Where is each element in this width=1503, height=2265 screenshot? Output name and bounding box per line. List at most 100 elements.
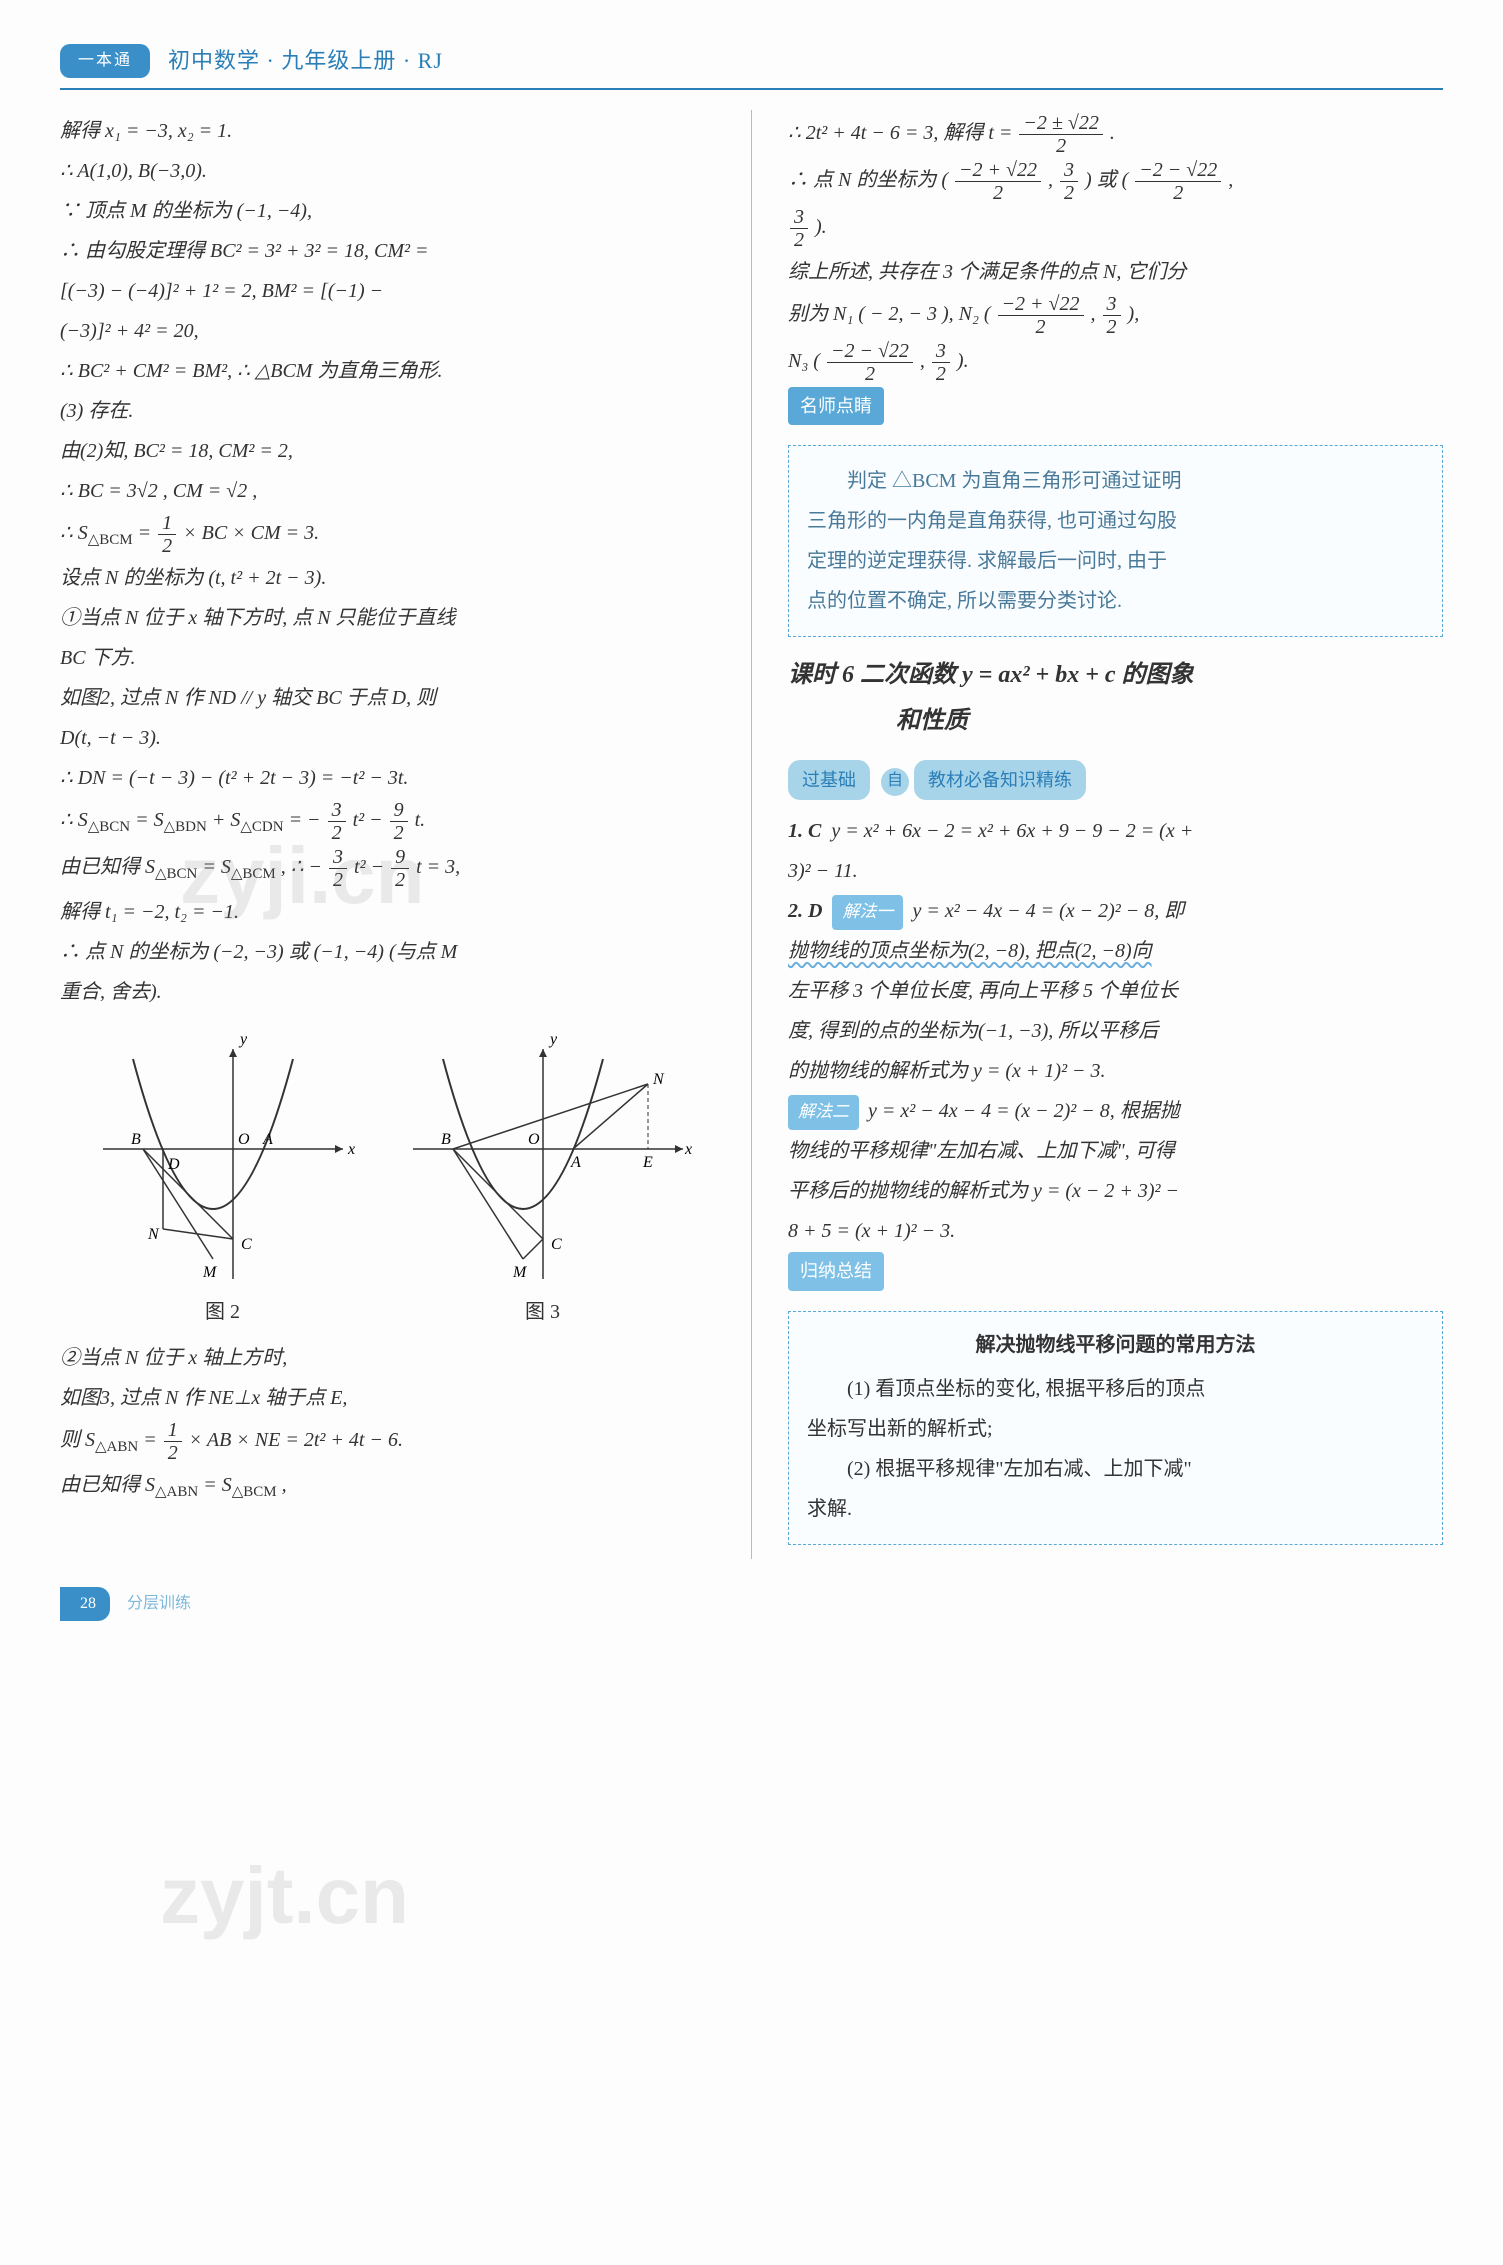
text-line: (3) 存在. xyxy=(60,392,715,430)
tip-title: 名师点睛 xyxy=(788,387,884,425)
lesson-title: 课时 6 二次函数 y = ax² + bx + c 的图象 和性质 xyxy=(788,653,1443,744)
text-line: [(−3) − (−4)]² + 1² = 2, BM² = [(−1) − xyxy=(60,272,715,310)
text-line: ∵ 顶点 M 的坐标为 (−1, −4), xyxy=(60,192,715,230)
page-footer: 28 分层训练 xyxy=(60,1559,1443,1621)
text-line: 8 + 5 = (x + 1)² − 3. xyxy=(788,1212,1443,1250)
two-column-layout: 解得 x₁ = −3, x₂ = 1. ∴ A(1,0), B(−3,0). ∵… xyxy=(60,110,1443,1559)
section-pills: 过基础 自 教材必备知识精练 xyxy=(788,752,1443,810)
page: 一本通 初中数学 · 九年级上册 · RJ 解得 x₁ = −3, x₂ = 1… xyxy=(60,40,1443,1621)
text-line: 设点 N 的坐标为 (t, t² + 2t − 3). xyxy=(60,559,715,597)
text-line: BC 下方. xyxy=(60,639,715,677)
figure-caption: 图 2 xyxy=(83,1293,363,1331)
teacher-tip-box: 名师点睛 判定 △BCM 为直角三角形可通过证明 三角形的一内角是直角获得, 也… xyxy=(788,387,1443,637)
text-line: 的抛物线的解析式为 y = (x + 1)² − 3. xyxy=(788,1052,1443,1090)
text-line: (−3)]² + 4² = 20, xyxy=(60,312,715,350)
parabola-diagram-2: y x O A B D C N M xyxy=(83,1029,363,1289)
svg-text:A: A xyxy=(262,1131,273,1148)
figure-caption: 图 3 xyxy=(393,1293,693,1331)
text-line: 左平移 3 个单位长度, 再向上平移 5 个单位长 xyxy=(788,972,1443,1010)
summary-line: 求解. xyxy=(807,1490,1424,1528)
text-line: ∴ 点 N 的坐标为 (−2, −3) 或 (−1, −4) (与点 M xyxy=(60,933,715,971)
formula-line: ∴ 点 N 的坐标为 ( −2 + √222 , 32 ) 或 ( −2 − √… xyxy=(788,159,1443,204)
summary-line: (2) 根据平移规律"左加右减、上加下减" xyxy=(807,1450,1424,1488)
text-line: 重合, 舍去). xyxy=(60,973,715,1011)
svg-text:O: O xyxy=(528,1131,540,1148)
text-line: 如图2, 过点 N 作 ND // y 轴交 BC 于点 D, 则 xyxy=(60,679,715,717)
right-column: ∴ 2t² + 4t − 6 = 3, 解得 t = −2 ± √222 . ∴… xyxy=(751,110,1443,1559)
summary-line: (1) 看顶点坐标的变化, 根据平移后的顶点 xyxy=(807,1370,1424,1408)
svg-text:N: N xyxy=(147,1226,160,1243)
text-line: 解法二 y = x² − 4x − 4 = (x − 2)² − 8, 根据抛 xyxy=(788,1092,1443,1130)
text-line: ②当点 N 位于 x 轴上方时, xyxy=(60,1339,715,1377)
formula-line: ∴ S△BCM = 12 × BC × CM = 3. xyxy=(60,512,715,557)
method-tag: 解法一 xyxy=(832,895,903,929)
figure-3: y x O A B E C N M 图 3 xyxy=(393,1029,693,1331)
text-line: 解得 x₁ = −3, x₂ = 1. xyxy=(60,112,715,150)
formula-line: 32 ). xyxy=(788,206,1443,251)
text-line: ∴ 由勾股定理得 BC² = 3² + 3² = 18, CM² = xyxy=(60,232,715,270)
text-line: 抛物线的顶点坐标为(2, −8), 把点(2, −8)向 xyxy=(788,932,1443,970)
pill-practice: 教材必备知识精练 xyxy=(914,760,1086,800)
formula-line: ∴ 2t² + 4t − 6 = 3, 解得 t = −2 ± √222 . xyxy=(788,112,1443,157)
answer-line: 1. C y = x² + 6x − 2 = x² + 6x + 9 − 9 −… xyxy=(788,812,1443,850)
text-line: 度, 得到的点的坐标为(−1, −3), 所以平移后 xyxy=(788,1012,1443,1050)
tip-body: 判定 △BCM 为直角三角形可通过证明 三角形的一内角是直角获得, 也可通过勾股… xyxy=(788,445,1443,637)
footer-label: 分层训练 xyxy=(127,1595,191,1612)
formula-line: 则 S△ABN = 12 × AB × NE = 2t² + 4t − 6. xyxy=(60,1419,715,1464)
svg-text:x: x xyxy=(347,1141,355,1158)
tip-line: 点的位置不确定, 所以需要分类讨论. xyxy=(807,582,1424,620)
text-line: 3)² − 11. xyxy=(788,852,1443,890)
svg-text:C: C xyxy=(241,1236,252,1253)
svg-text:y: y xyxy=(548,1031,558,1048)
svg-text:C: C xyxy=(551,1236,562,1253)
svg-text:B: B xyxy=(441,1131,451,1148)
summary-line: 坐标写出新的解析式; xyxy=(807,1410,1424,1448)
method-tag: 解法二 xyxy=(788,1095,859,1129)
text-line: ∴ A(1,0), B(−3,0). xyxy=(60,152,715,190)
figure-2: y x O A B D C N M 图 2 xyxy=(83,1029,363,1331)
formula-line: 别为 N₁ ( − 2, − 3 ), N₂ ( −2 + √222 , 32 … xyxy=(788,293,1443,338)
watermark: zyjt.cn xyxy=(160,1820,409,1972)
header-badge: 一本通 xyxy=(60,44,150,78)
tip-line: 三角形的一内角是直角获得, 也可通过勾股 xyxy=(807,502,1424,540)
page-header: 一本通 初中数学 · 九年级上册 · RJ xyxy=(60,40,1443,90)
pill-basics: 过基础 xyxy=(788,760,870,800)
svg-text:y: y xyxy=(238,1031,248,1048)
tip-line: 判定 △BCM 为直角三角形可通过证明 xyxy=(807,462,1424,500)
svg-text:E: E xyxy=(642,1154,653,1171)
tip-line: 定理的逆定理获得. 求解最后一问时, 由于 xyxy=(807,542,1424,580)
svg-text:M: M xyxy=(202,1264,218,1281)
text-line: ∴ DN = (−t − 3) − (t² + 2t − 3) = −t² − … xyxy=(60,759,715,797)
summary-box: 归纳总结 解决抛物线平移问题的常用方法 (1) 看顶点坐标的变化, 根据平移后的… xyxy=(788,1252,1443,1544)
formula-line: 由已知得 S△BCN = S△BCM , ∴ − 32 t² − 92 t = … xyxy=(60,846,715,891)
svg-text:M: M xyxy=(512,1264,528,1281)
text-line: ∴ BC² + CM² = BM², ∴ △BCM 为直角三角形. xyxy=(60,352,715,390)
text-line: 由(2)知, BC² = 18, CM² = 2, xyxy=(60,432,715,470)
svg-text:A: A xyxy=(570,1154,581,1171)
header-title: 初中数学 · 九年级上册 · RJ xyxy=(168,40,443,82)
text-line: 如图3, 过点 N 作 NE⊥x 轴于点 E, xyxy=(60,1379,715,1417)
text-line: 综上所述, 共存在 3 个满足条件的点 N, 它们分 xyxy=(788,253,1443,291)
text-line: ∴ BC = 3√2 , CM = √2 , xyxy=(60,472,715,510)
text-line: 解得 t₁ = −2, t₂ = −1. xyxy=(60,893,715,931)
figures-row: y x O A B D C N M 图 2 xyxy=(60,1029,715,1331)
svg-text:O: O xyxy=(238,1131,250,1148)
summary-body: 解决抛物线平移问题的常用方法 (1) 看顶点坐标的变化, 根据平移后的顶点 坐标… xyxy=(788,1311,1443,1545)
page-number: 28 xyxy=(60,1587,110,1621)
text-line: 平移后的抛物线的解析式为 y = (x − 2 + 3)² − xyxy=(788,1172,1443,1210)
parabola-diagram-3: y x O A B E C N M xyxy=(393,1029,693,1289)
svg-text:N: N xyxy=(652,1071,665,1088)
formula-line: 由已知得 S△ABN = S△BCM , xyxy=(60,1466,715,1507)
summary-title: 归纳总结 xyxy=(788,1252,884,1290)
summary-heading: 解决抛物线平移问题的常用方法 xyxy=(807,1326,1424,1364)
svg-text:x: x xyxy=(684,1141,692,1158)
svg-text:B: B xyxy=(131,1131,141,1148)
text-line: D(t, −t − 3). xyxy=(60,719,715,757)
svg-text:D: D xyxy=(167,1156,180,1173)
formula-line: N₃ ( −2 − √222 , 32 ). xyxy=(788,340,1443,385)
formula-line: ∴ S△BCN = S△BDN + S△CDN = − 32 t² − 92 t… xyxy=(60,799,715,844)
text-line: 物线的平移规律"左加右减、上加下减", 可得 xyxy=(788,1132,1443,1170)
answer-line: 2. D 解法一 y = x² − 4x − 4 = (x − 2)² − 8,… xyxy=(788,892,1443,930)
text-line: ①当点 N 位于 x 轴下方时, 点 N 只能位于直线 xyxy=(60,599,715,637)
pill-circle-icon: 自 xyxy=(881,768,909,796)
